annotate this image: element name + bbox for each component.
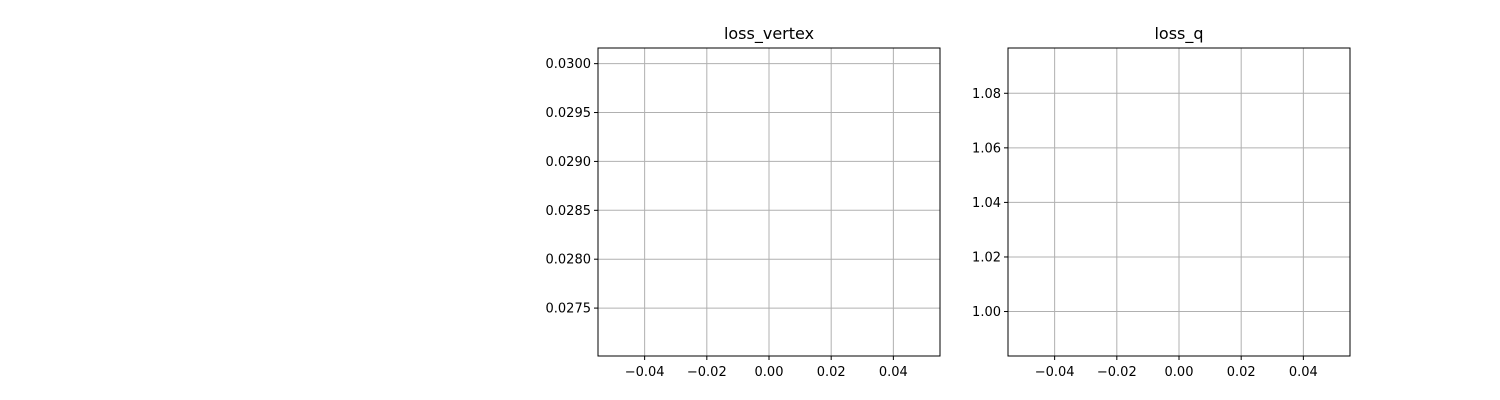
x-tick-label: −0.04 [1035,365,1075,380]
y-tick-label: 1.00 [972,305,1001,320]
axes-title-loss-q: loss_q [1154,24,1203,44]
axes-title-loss-vertex: loss_vertex [724,24,814,44]
y-tick-label: 0.0285 [546,204,592,219]
grid [598,48,940,356]
y-tick-label: 1.08 [972,87,1001,102]
x-tick-label: 0.00 [755,365,784,380]
y-tick-label: 0.0300 [546,57,592,72]
y-tick-label: 1.04 [972,196,1001,211]
y-tick-label: 1.06 [972,141,1001,156]
x-tick-label: 0.00 [1165,365,1194,380]
x-tick-label: 0.02 [817,365,846,380]
x-tick-label: 0.04 [879,365,908,380]
y-tick-label: 1.02 [972,250,1001,265]
y-tick-label: 0.0280 [546,253,592,268]
x-tick-label: −0.04 [625,365,665,380]
x-tick-label: −0.02 [687,365,727,380]
axes-frame [1007,47,1351,357]
y-tick-label: 0.0275 [546,302,592,317]
axes-frame [597,47,941,357]
x-tick-label: 0.04 [1289,365,1318,380]
grid [1008,48,1350,356]
y-tick-label: 0.0295 [546,106,592,121]
x-tick-label: −0.02 [1097,365,1137,380]
axes-loss-vertex: loss_vertex −0.04 −0.02 0.00 0.02 0.04 0.0275… [546,24,941,380]
y-tick-label: 0.0290 [546,155,592,170]
axes-loss-q: loss_q −0.04 −0.02 0.00 0.02 0.04 1.00 1.02 1.0… [972,24,1351,380]
x-tick-label: 0.02 [1227,365,1256,380]
